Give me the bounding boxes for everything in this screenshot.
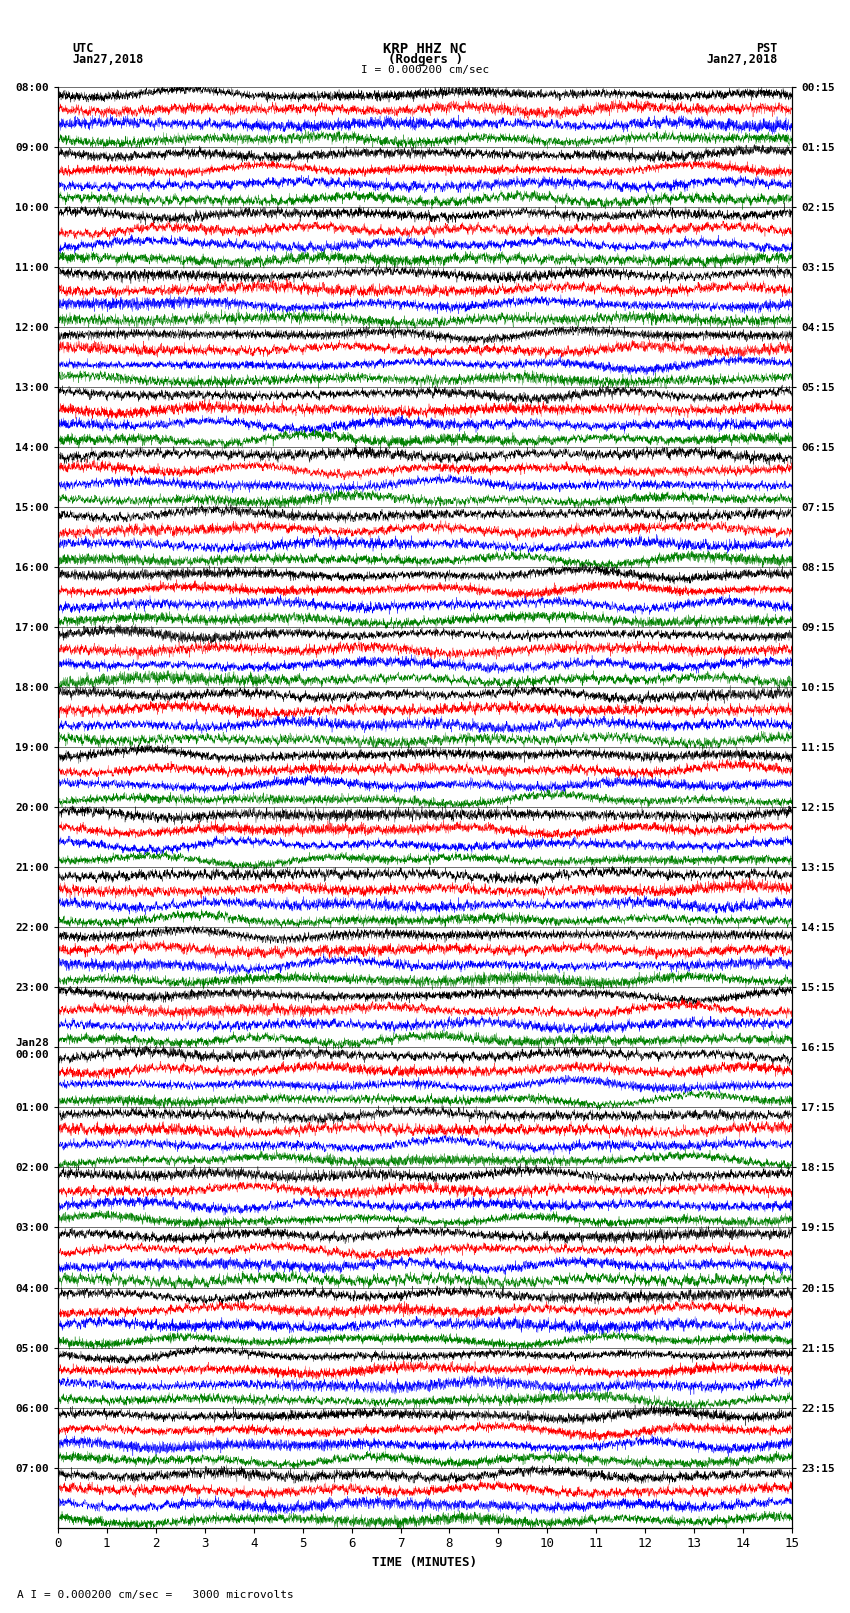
Text: UTC: UTC — [72, 42, 94, 55]
X-axis label: TIME (MINUTES): TIME (MINUTES) — [372, 1557, 478, 1569]
Text: PST: PST — [756, 42, 778, 55]
Text: A I = 0.000200 cm/sec =   3000 microvolts: A I = 0.000200 cm/sec = 3000 microvolts — [17, 1590, 294, 1600]
Text: (Rodgers ): (Rodgers ) — [388, 53, 462, 66]
Text: KRP HHZ NC: KRP HHZ NC — [383, 42, 467, 56]
Text: Jan27,2018: Jan27,2018 — [72, 53, 144, 66]
Text: Jan27,2018: Jan27,2018 — [706, 53, 778, 66]
Text: I = 0.000200 cm/sec: I = 0.000200 cm/sec — [361, 65, 489, 74]
